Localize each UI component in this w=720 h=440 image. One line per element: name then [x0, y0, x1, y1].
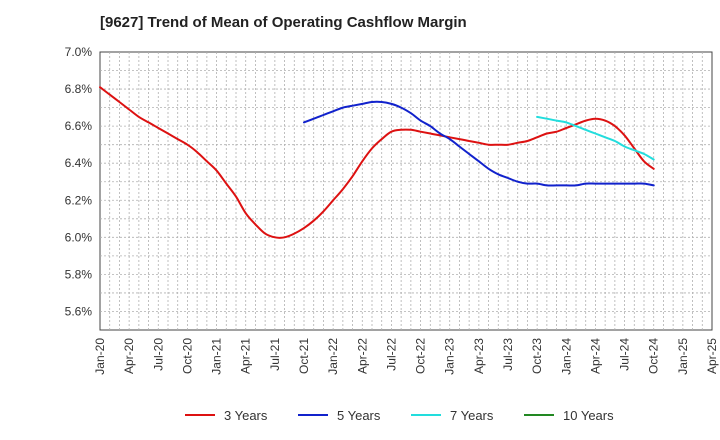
y-tick-label: 6.4% [65, 156, 93, 170]
x-tick-label: Apr-22 [355, 338, 369, 374]
chart-title: [9627] Trend of Mean of Operating Cashfl… [100, 14, 467, 31]
legend-label-5-years: 5 Years [337, 408, 381, 423]
y-tick-label: 5.8% [65, 267, 93, 281]
x-tick-label: Oct-24 [647, 338, 661, 374]
x-tick-label: Apr-20 [122, 338, 136, 374]
plot-frame [99, 51, 713, 331]
x-tick-label: Oct-23 [530, 338, 544, 374]
x-tick-label: Jan-20 [93, 338, 107, 375]
x-tick-label: Jan-23 [443, 338, 457, 375]
series-lines [99, 86, 655, 239]
x-tick-label: Apr-23 [472, 338, 486, 374]
series-line-3-years [99, 86, 655, 239]
y-tick-label: 6.2% [65, 193, 93, 207]
x-tick-label: Apr-24 [588, 338, 602, 374]
x-tick-label: Jul-20 [151, 338, 165, 371]
x-tick-label: Apr-21 [239, 338, 253, 374]
x-tick-label: Jan-22 [326, 338, 340, 375]
x-tick-label: Apr-25 [705, 338, 719, 374]
legend-label-10-years: 10 Years [563, 408, 614, 423]
x-tick-label: Jul-21 [268, 338, 282, 371]
y-tick-label: 6.8% [65, 82, 93, 96]
x-tick-label: Jan-25 [676, 338, 690, 375]
y-tick-label: 6.0% [65, 230, 93, 244]
x-tick-label: Jan-24 [559, 338, 573, 375]
x-tick-label: Oct-20 [180, 338, 194, 374]
y-tick-label: 6.6% [65, 119, 93, 133]
x-tick-label: Oct-21 [297, 338, 311, 374]
series-line-5-years [303, 100, 655, 187]
legend-label-3-years: 3 Years [224, 408, 268, 423]
chart-legend: 3 Years 5 Years 7 Years 10 Years [185, 408, 614, 423]
y-axis-ticks: 5.6% 5.8% 6.0% 6.2% 6.4% 6.6% 6.8% 7.0% [65, 45, 93, 318]
legend-label-7-years: 7 Years [450, 408, 494, 423]
x-tick-label: Oct-22 [414, 338, 428, 374]
x-tick-label: Jul-22 [384, 338, 398, 371]
plot-area [99, 51, 713, 331]
x-tick-label: Jul-23 [501, 338, 515, 371]
grid-lines [100, 52, 712, 330]
x-tick-label: Jan-21 [210, 338, 224, 375]
series-line-7-years [536, 115, 655, 161]
x-axis-ticks: Jan-20 Apr-20 Jul-20 Oct-20 Jan-21 Apr-21 Jul-… [93, 338, 719, 375]
x-tick-label: Jul-24 [618, 338, 632, 371]
y-tick-label: 7.0% [65, 45, 93, 59]
y-tick-label: 5.6% [65, 304, 93, 318]
